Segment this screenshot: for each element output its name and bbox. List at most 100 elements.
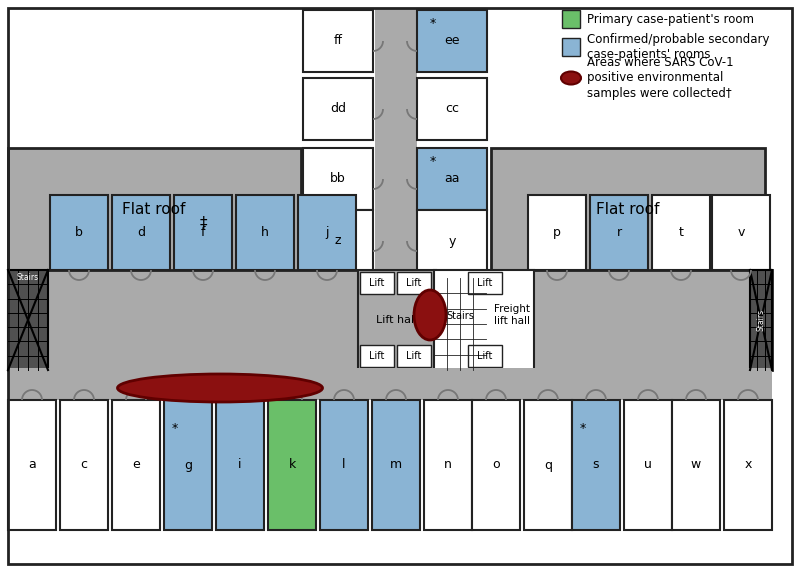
Text: ‡: ‡ bbox=[199, 216, 206, 231]
Text: Stairs: Stairs bbox=[446, 311, 474, 321]
Text: aa: aa bbox=[444, 173, 460, 185]
Bar bbox=[60, 400, 108, 530]
Bar bbox=[434, 270, 534, 370]
Text: m: m bbox=[390, 459, 402, 471]
Bar bbox=[372, 400, 420, 530]
Text: k: k bbox=[288, 459, 296, 471]
Text: Lift: Lift bbox=[406, 351, 422, 361]
Bar bbox=[528, 195, 586, 270]
Bar bbox=[112, 195, 170, 270]
Bar bbox=[236, 195, 294, 270]
Text: s: s bbox=[593, 459, 599, 471]
Text: Stairs: Stairs bbox=[757, 309, 766, 331]
Bar bbox=[112, 400, 160, 530]
Text: h: h bbox=[261, 226, 269, 239]
Bar bbox=[358, 270, 436, 370]
Text: g: g bbox=[184, 459, 192, 471]
Bar bbox=[417, 78, 487, 140]
Bar bbox=[652, 195, 710, 270]
Text: Flat roof: Flat roof bbox=[122, 202, 186, 217]
Text: Freight
lift hall: Freight lift hall bbox=[494, 304, 530, 326]
Bar bbox=[50, 195, 108, 270]
Bar bbox=[434, 278, 486, 370]
Bar bbox=[624, 400, 672, 530]
Bar bbox=[712, 195, 770, 270]
Text: a: a bbox=[28, 459, 36, 471]
Text: n: n bbox=[444, 459, 452, 471]
Text: *: * bbox=[430, 17, 436, 30]
Text: *: * bbox=[580, 422, 586, 435]
Text: x: x bbox=[744, 459, 752, 471]
Text: c: c bbox=[81, 459, 87, 471]
Bar bbox=[417, 148, 487, 210]
Bar bbox=[491, 148, 765, 273]
Text: r: r bbox=[617, 226, 622, 239]
Bar bbox=[397, 345, 431, 367]
Text: Areas where SARS CoV-1
positive environmental
samples were collected†: Areas where SARS CoV-1 positive environm… bbox=[587, 57, 734, 100]
Text: *: * bbox=[172, 422, 178, 435]
Bar bbox=[360, 345, 394, 367]
Bar bbox=[590, 195, 648, 270]
Ellipse shape bbox=[414, 290, 446, 340]
Bar bbox=[8, 270, 772, 370]
Text: z: z bbox=[334, 235, 342, 248]
Bar bbox=[174, 195, 232, 270]
Text: b: b bbox=[75, 226, 83, 239]
Text: Lift: Lift bbox=[406, 278, 422, 288]
Bar bbox=[303, 10, 373, 72]
Bar bbox=[524, 400, 572, 530]
Bar bbox=[468, 272, 502, 294]
Text: Lift: Lift bbox=[370, 278, 385, 288]
Bar bbox=[303, 210, 373, 272]
Bar bbox=[216, 400, 264, 530]
Bar bbox=[472, 400, 520, 530]
Bar bbox=[303, 148, 373, 210]
Text: w: w bbox=[691, 459, 701, 471]
Bar bbox=[562, 38, 580, 56]
Bar bbox=[164, 400, 212, 530]
Text: *: * bbox=[430, 155, 436, 168]
Text: Lift: Lift bbox=[478, 351, 493, 361]
Text: ff: ff bbox=[334, 34, 342, 47]
Text: y: y bbox=[448, 235, 456, 248]
Text: o: o bbox=[492, 459, 500, 471]
Bar bbox=[672, 400, 720, 530]
Text: dd: dd bbox=[330, 102, 346, 116]
Bar bbox=[8, 368, 772, 400]
Text: i: i bbox=[238, 459, 242, 471]
Text: bb: bb bbox=[330, 173, 346, 185]
Bar bbox=[397, 272, 431, 294]
Bar bbox=[724, 400, 772, 530]
Text: q: q bbox=[544, 459, 552, 471]
Bar bbox=[417, 10, 487, 72]
Bar bbox=[375, 8, 417, 273]
Text: Lift: Lift bbox=[370, 351, 385, 361]
Text: d: d bbox=[137, 226, 145, 239]
Bar bbox=[8, 148, 301, 273]
Text: v: v bbox=[738, 226, 745, 239]
Text: Confirmed/probable secondary
case-patients' rooms: Confirmed/probable secondary case-patien… bbox=[587, 33, 770, 61]
Text: t: t bbox=[678, 226, 683, 239]
Bar bbox=[468, 345, 502, 367]
Ellipse shape bbox=[561, 72, 581, 85]
Text: p: p bbox=[553, 226, 561, 239]
Text: u: u bbox=[644, 459, 652, 471]
Text: Stairs: Stairs bbox=[17, 273, 39, 283]
Text: f: f bbox=[201, 226, 206, 239]
Bar bbox=[424, 400, 472, 530]
Bar bbox=[320, 400, 368, 530]
Text: l: l bbox=[342, 459, 346, 471]
Text: cc: cc bbox=[445, 102, 459, 116]
Bar bbox=[303, 78, 373, 140]
Text: e: e bbox=[132, 459, 140, 471]
Bar bbox=[8, 400, 56, 530]
Text: ee: ee bbox=[444, 34, 460, 47]
Text: Lift hall: Lift hall bbox=[376, 315, 418, 325]
Text: Flat roof: Flat roof bbox=[596, 202, 660, 217]
Bar bbox=[268, 400, 316, 530]
Text: Primary case-patient's room: Primary case-patient's room bbox=[587, 13, 754, 26]
Bar bbox=[8, 270, 48, 370]
Text: Lift: Lift bbox=[478, 278, 493, 288]
Bar bbox=[750, 270, 772, 370]
Text: j: j bbox=[326, 226, 329, 239]
